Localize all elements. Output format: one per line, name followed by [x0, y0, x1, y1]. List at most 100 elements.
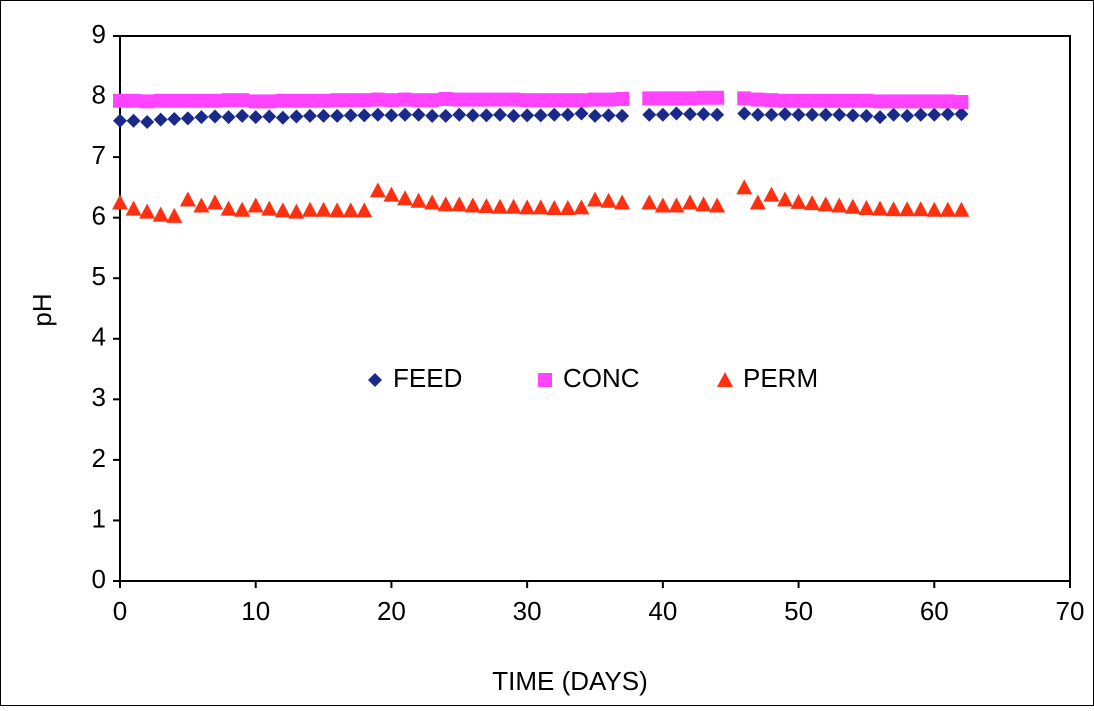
- data-point: [140, 94, 155, 109]
- data-point: [479, 92, 494, 107]
- data-point: [465, 92, 480, 107]
- data-point: [506, 108, 521, 123]
- data-point: [750, 92, 765, 107]
- data-point: [832, 107, 847, 122]
- data-point: [140, 114, 155, 129]
- data-point: [451, 196, 468, 212]
- data-point: [778, 93, 792, 108]
- data-point: [737, 91, 752, 106]
- y-tick-label: 0: [92, 564, 106, 594]
- data-point: [844, 198, 861, 214]
- data-point: [641, 194, 658, 210]
- data-point: [533, 93, 548, 108]
- data-point: [546, 199, 563, 215]
- data-point: [573, 199, 590, 215]
- data-point: [790, 193, 807, 209]
- data-point: [764, 107, 779, 122]
- data-point: [642, 91, 657, 106]
- data-point: [275, 93, 290, 108]
- data-point: [207, 194, 223, 210]
- data-point: [274, 202, 291, 218]
- data-point: [533, 108, 548, 123]
- data-point: [411, 93, 426, 108]
- data-point: [247, 197, 264, 213]
- data-point: [126, 93, 141, 108]
- data-point: [180, 111, 195, 126]
- data-point: [424, 194, 441, 210]
- data-point: [411, 107, 426, 122]
- data-point: [383, 186, 400, 202]
- data-point: [167, 93, 182, 108]
- data-point: [303, 108, 317, 123]
- data-point: [749, 194, 766, 210]
- data-point: [818, 93, 833, 108]
- y-tick-label: 2: [92, 443, 106, 473]
- data-point: [384, 93, 399, 108]
- data-point: [682, 194, 698, 210]
- data-point: [858, 199, 875, 215]
- data-point: [805, 93, 820, 108]
- data-point: [180, 93, 195, 108]
- data-point: [900, 94, 915, 109]
- data-point: [954, 107, 969, 122]
- data-point: [194, 110, 209, 125]
- data-point: [886, 107, 901, 122]
- data-point: [588, 108, 602, 123]
- data-point: [831, 197, 848, 213]
- data-point: [261, 200, 278, 216]
- data-point: [614, 194, 631, 210]
- data-point: [927, 94, 942, 109]
- x-tick-label: 70: [1056, 596, 1085, 626]
- data-point: [221, 110, 236, 125]
- data-point: [845, 108, 860, 123]
- data-point: [126, 113, 141, 128]
- data-point: [520, 93, 535, 108]
- data-point: [601, 92, 616, 107]
- data-point: [343, 108, 358, 123]
- data-point: [153, 93, 168, 108]
- data-point: [669, 91, 684, 106]
- data-point: [859, 108, 874, 123]
- data-point: [872, 200, 888, 216]
- legend-label: CONC: [563, 363, 640, 393]
- data-point: [438, 91, 453, 106]
- data-point: [560, 107, 575, 122]
- x-tick-label: 60: [920, 596, 949, 626]
- data-point: [369, 182, 386, 198]
- data-point: [873, 94, 887, 109]
- legend-marker: [717, 372, 733, 387]
- data-point: [696, 90, 711, 105]
- data-point: [370, 107, 385, 122]
- data-point: [559, 199, 576, 215]
- data-point: [615, 108, 630, 123]
- data-point: [167, 111, 182, 126]
- data-point: [763, 186, 780, 202]
- data-point: [194, 93, 209, 108]
- data-point: [425, 93, 440, 108]
- data-point: [316, 93, 331, 108]
- data-point: [900, 108, 915, 123]
- data-point: [913, 107, 928, 122]
- x-axis-label: TIME (DAYS): [492, 666, 648, 696]
- data-point: [873, 110, 887, 125]
- data-point: [778, 107, 792, 122]
- data-point: [139, 203, 156, 219]
- x-tick-label: 40: [648, 596, 677, 626]
- data-point: [464, 197, 481, 213]
- data-point: [560, 93, 575, 108]
- y-tick-label: 4: [92, 322, 106, 352]
- data-point: [262, 109, 277, 124]
- data-point: [235, 108, 250, 123]
- data-point: [452, 107, 467, 122]
- data-point: [357, 108, 372, 123]
- data-point: [315, 201, 332, 217]
- data-point: [927, 107, 942, 122]
- data-point: [398, 107, 412, 122]
- y-tick-label: 8: [92, 79, 106, 109]
- data-point: [330, 108, 345, 123]
- data-point: [655, 107, 670, 122]
- y-tick-label: 1: [92, 503, 106, 533]
- data-point: [683, 107, 697, 122]
- data-point: [398, 92, 412, 107]
